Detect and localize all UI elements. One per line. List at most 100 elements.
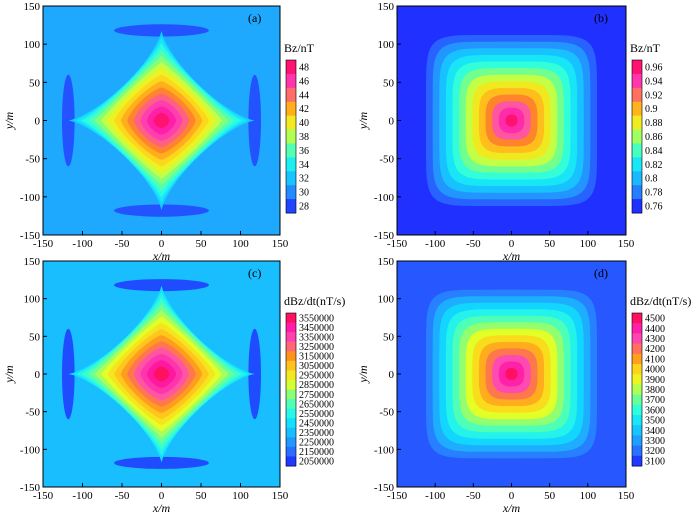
colorbar-tick-label: 4500 (645, 314, 665, 325)
colorbar-tick-label: 3400 (645, 426, 665, 437)
x-tick-label: -100 (425, 238, 446, 250)
colorbar-segment (286, 418, 296, 429)
colorbar-tick-label: 46 (299, 76, 309, 87)
colorbar-tick-label: 4000 (645, 365, 665, 376)
y-tick-label: 150 (378, 256, 395, 268)
colorbar-tick-label: 4300 (645, 334, 665, 345)
colorbar-segment (286, 313, 296, 324)
colorbar-segment (632, 404, 642, 416)
colorbar-tick-label: 0.96 (645, 63, 663, 74)
x-tick-label: 50 (196, 490, 208, 502)
colorbar-tick-label: 3800 (645, 385, 665, 396)
x-tick-label: 150 (272, 238, 289, 250)
colorbar-frame (285, 59, 297, 214)
colorbar-segment (286, 427, 296, 438)
colorbar-segment (632, 185, 642, 200)
colorbar-segment (286, 360, 296, 371)
x-tick-label: 0 (509, 238, 515, 250)
colorbar-segment (632, 157, 642, 172)
colorbar-segment (632, 384, 642, 396)
contour-level (505, 368, 518, 380)
colorbar-segment (632, 394, 642, 406)
colorbar-segment (286, 456, 296, 467)
colorbar-tick-label: 0.88 (645, 118, 663, 129)
colorbar-segment (286, 389, 296, 400)
colorbar-tick-label: 3600 (645, 405, 665, 416)
colorbar-segment (286, 408, 296, 419)
colorbar-segment (632, 101, 642, 117)
x-tick-label: -50 (115, 238, 130, 250)
x-tick-label: -100 (72, 238, 93, 250)
colorbar-tick-label: 2150000 (299, 447, 334, 458)
colorbar-segment (632, 199, 642, 214)
colorbar-segment (286, 199, 296, 214)
y-axis-label: y/m (2, 365, 16, 384)
y-axis-label: y/m (356, 365, 370, 384)
low-band (248, 74, 261, 167)
colorbar-title: dBz/dt(nT/s) (630, 294, 691, 308)
colorbar-segment (286, 185, 296, 200)
colorbar-tick-label: 3500 (645, 416, 665, 427)
colorbar-tick-label: 4100 (645, 354, 665, 365)
colorbar-tick-label: 2250000 (299, 438, 334, 449)
y-tick-label: -50 (25, 407, 40, 419)
colorbar-tick-label: 3350000 (299, 332, 334, 343)
colorbar-tick-label: 2950000 (299, 371, 334, 382)
panel-label: (d) (594, 266, 608, 280)
x-tick-label: -50 (115, 490, 130, 502)
y-tick-label: -100 (374, 444, 395, 456)
y-tick-label: 50 (29, 331, 41, 343)
colorbar-segment (632, 60, 642, 75)
colorbar-segment (286, 351, 296, 362)
y-tick-label: 100 (378, 294, 395, 306)
colorbar-tick-label: 3050000 (299, 361, 334, 372)
colorbar-tick-label: 28 (299, 202, 309, 213)
contour-level (153, 112, 170, 129)
x-tick-label: -150 (33, 490, 54, 502)
x-tick-label: 0 (159, 238, 165, 250)
y-axis-label: y/m (2, 112, 16, 131)
heatmap-area (43, 6, 280, 235)
colorbar-tick-label: 2650000 (299, 399, 334, 410)
y-tick-label: 50 (383, 331, 395, 343)
colorbar-segment (632, 115, 642, 131)
colorbar-segment (286, 129, 296, 144)
y-tick-label: -100 (20, 444, 41, 456)
colorbar-segment (286, 370, 296, 381)
y-tick-label: 0 (35, 369, 41, 381)
x-tick-label: 150 (618, 238, 635, 250)
colorbar-tick-label: 0.78 (645, 188, 663, 199)
colorbar-tick-label: 3550000 (299, 313, 334, 324)
colorbar-title: dBz/dt(nT/s) (284, 294, 345, 308)
colorbar-segment (632, 353, 642, 365)
y-tick-label: 100 (24, 294, 41, 306)
colorbar-segment (632, 374, 642, 385)
colorbar-title: Bz/nT (630, 41, 661, 55)
x-axis-label: x/m (502, 501, 521, 515)
colorbar-tick-label: 4400 (645, 324, 665, 335)
x-tick-label: -150 (387, 238, 408, 250)
colorbar-tick-label: 40 (299, 118, 309, 129)
heatmap-area (397, 261, 626, 487)
colorbar-segment (286, 60, 296, 75)
colorbar-segment (286, 446, 296, 457)
y-tick-label: 150 (24, 256, 41, 268)
colorbar-tick-label: 0.76 (645, 202, 663, 213)
colorbar-tick-label: 3700 (645, 395, 665, 406)
panel-label: (b) (594, 11, 608, 25)
x-tick-label: -50 (466, 238, 481, 250)
colorbar-tick-label: 0.84 (645, 146, 663, 157)
colorbar-segment (286, 143, 296, 158)
x-tick-label: -150 (33, 238, 54, 250)
colorbar-tick-label: 2350000 (299, 428, 334, 439)
colorbar-tick-label: 32 (299, 174, 309, 185)
x-tick-label: -150 (387, 490, 408, 502)
panel-d: -150 -100 -50 0 50 100 150 150 100 50 0 -50 -100 -150… (356, 256, 691, 515)
colorbar-segment (632, 415, 642, 426)
colorbar-segment (632, 333, 642, 345)
x-tick-label: 150 (272, 490, 289, 502)
colorbar-segment (632, 425, 642, 436)
x-tick-label: 50 (544, 238, 556, 250)
colorbar-segment (286, 157, 296, 172)
